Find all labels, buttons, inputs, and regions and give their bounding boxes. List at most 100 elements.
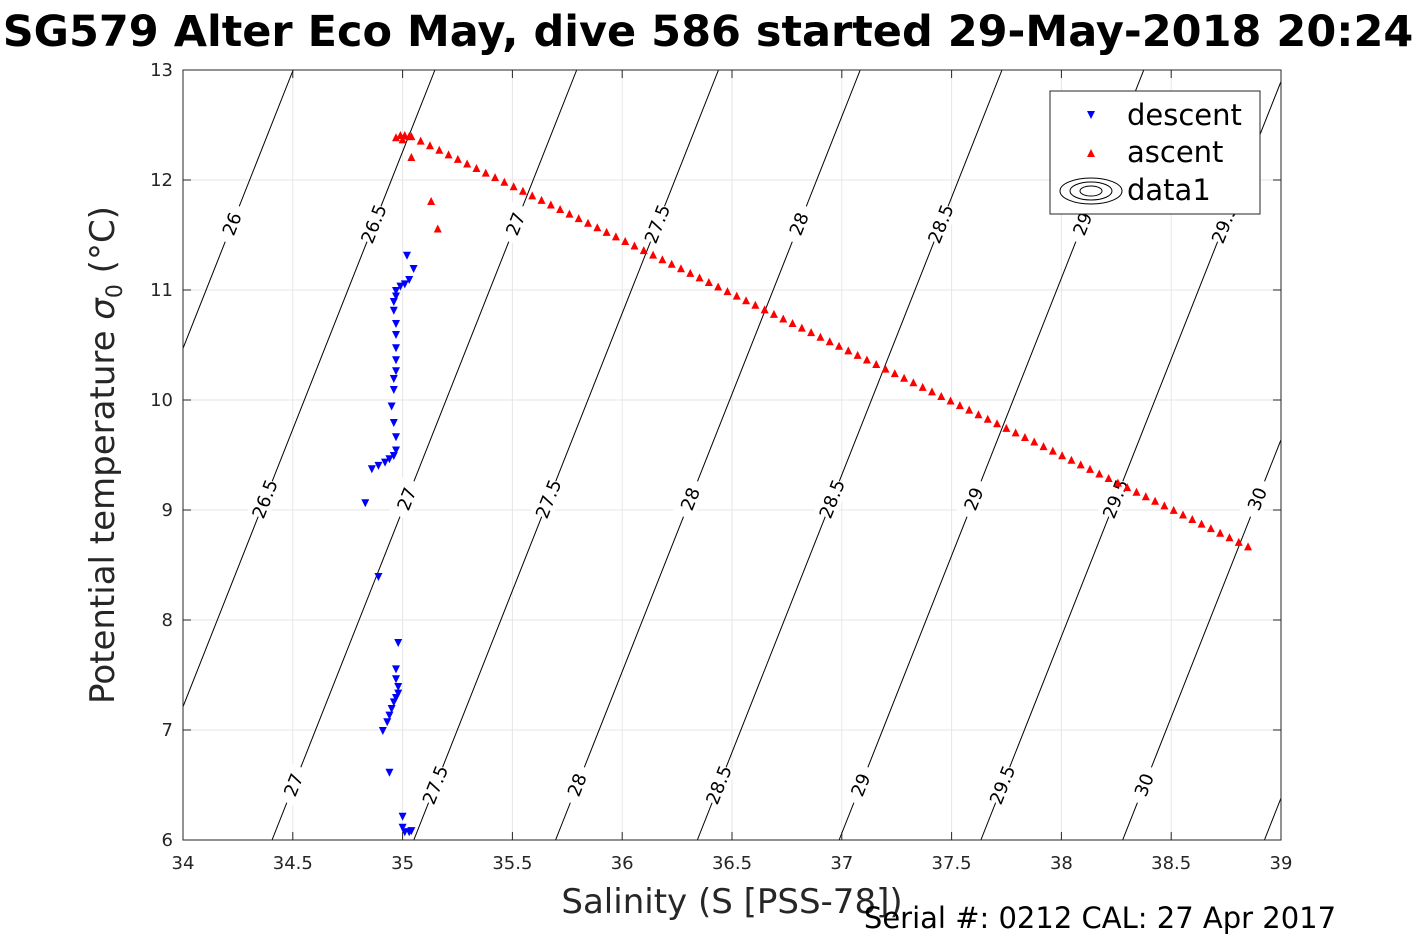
y-tick-label: 10 (150, 390, 173, 411)
x-tick-label: 35 (391, 853, 414, 874)
x-tick-label: 37 (830, 853, 853, 874)
contour-label-bg (955, 476, 991, 521)
contour-label-bg (700, 762, 736, 807)
ascent-point (1020, 432, 1029, 441)
descent-point (398, 823, 407, 832)
ascent-point (407, 132, 416, 141)
ascent-point (1244, 542, 1253, 551)
contour-label-bg (355, 201, 391, 246)
descent-point (392, 675, 401, 684)
ascent-point (983, 414, 992, 423)
ascent-point (1197, 519, 1206, 528)
y-tick-label: 13 (150, 60, 173, 81)
descent-point (392, 320, 401, 328)
ascent-point (807, 328, 816, 337)
ascent-point (779, 314, 788, 323)
descent-point (392, 344, 401, 353)
ascent-point (481, 168, 490, 177)
y-tick-label: 7 (162, 720, 173, 741)
isopycnal-line (183, 70, 436, 709)
isopycnal-line (183, 70, 294, 350)
x-tick-label: 35.5 (492, 853, 532, 874)
y-tick-label: 11 (150, 280, 173, 301)
ascent-point (463, 159, 472, 168)
ascent-point (1039, 442, 1048, 451)
ascent-point (1058, 451, 1067, 460)
legend-ascent-label: ascent (1127, 135, 1223, 169)
ascent-point (965, 405, 974, 414)
x-axis-label: Salinity (S [PSS-78]) (561, 882, 902, 922)
ascent-point (760, 305, 769, 314)
descent-point (392, 665, 401, 674)
contour-label-bg (1097, 476, 1133, 521)
descent-point (409, 265, 418, 273)
descent-point (394, 639, 403, 647)
ascent-point (825, 337, 834, 346)
descent-point (392, 287, 401, 295)
ascent-point (872, 360, 881, 369)
ascent-point (1188, 515, 1197, 524)
ascent-point (427, 197, 436, 205)
ascent-point (1011, 428, 1020, 437)
descent-point (378, 727, 387, 735)
ascent-point (392, 133, 401, 142)
serial-cal-footer: Serial #: 0212 CAL: 27 Apr 2017 (864, 901, 1336, 935)
ascent-point (453, 154, 462, 163)
ascent-point (676, 264, 685, 273)
ascent-point (407, 153, 416, 161)
ascent-point (714, 282, 723, 291)
ascent-point (993, 419, 1002, 428)
descent-point (367, 465, 376, 474)
descent-point (389, 419, 398, 427)
isopycnal-line (1122, 438, 1281, 840)
ascent-point (425, 141, 434, 150)
ascent-point (509, 182, 518, 191)
ascent-point (667, 259, 676, 268)
ascent-point (769, 309, 778, 318)
contour-label-bg (275, 762, 311, 807)
ascent-point (1086, 464, 1095, 473)
x-tick-label: 38 (1050, 853, 1073, 874)
descent-point (374, 461, 383, 470)
contour-label-bg (1239, 476, 1274, 521)
ascent-point (704, 277, 713, 286)
legend-box (1049, 90, 1261, 215)
ascent-point (472, 164, 481, 173)
ascent-point (1076, 460, 1085, 469)
isopycnal-line (271, 70, 578, 840)
descent-point (394, 689, 403, 698)
x-tick-label: 36 (611, 853, 634, 874)
descent-point (361, 499, 370, 508)
legend-contour-icon (1059, 177, 1123, 205)
ascent-point (649, 250, 658, 259)
ascent-point (1234, 537, 1243, 546)
x-tick-label: 38.5 (1151, 853, 1191, 874)
contour-label: 28 (672, 476, 707, 521)
ascent-point (593, 223, 602, 232)
contour-label: 28 (781, 201, 816, 246)
ascent-point (900, 373, 909, 382)
ascent-point (1113, 478, 1122, 487)
ascent-point (1048, 446, 1057, 455)
ascent-point (630, 241, 639, 250)
legend-ascent-marker (1087, 149, 1095, 157)
ascent-point (1141, 492, 1150, 501)
descent-point (407, 827, 416, 836)
contour-label-bg (1126, 762, 1161, 807)
ascent-point (416, 136, 425, 145)
contour-label-bg (814, 476, 849, 521)
ascent-point (1206, 524, 1215, 533)
ascent-point (556, 205, 565, 214)
ascent-point (639, 246, 648, 255)
y-tick-labels: 6 7 8 9 10 11 12 13 (150, 60, 173, 851)
contour-label-bg (417, 762, 452, 807)
y-tick-label: 12 (150, 170, 173, 191)
legend-descent-marker (1087, 111, 1095, 119)
descent-point (392, 367, 401, 376)
ascent-point (537, 195, 546, 204)
ascent-point (862, 355, 871, 364)
ascent-point (1123, 483, 1132, 492)
ascent-point (723, 287, 732, 296)
ascent-point (955, 401, 964, 410)
